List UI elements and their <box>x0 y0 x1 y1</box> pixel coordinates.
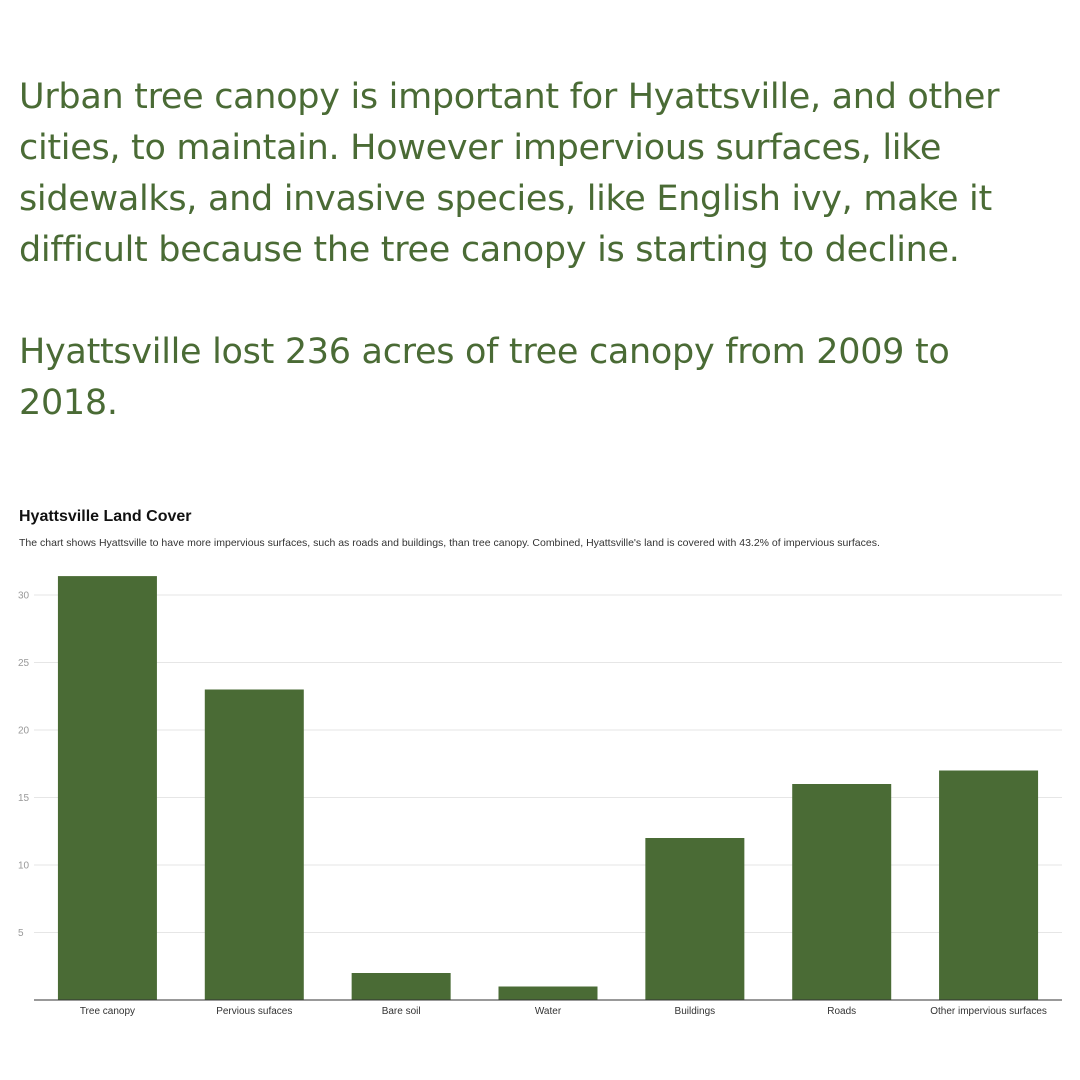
x-tick-label: Pervious sufaces <box>216 1006 292 1017</box>
x-tick-label: Roads <box>827 1006 856 1017</box>
bar-water <box>498 986 598 1000</box>
x-tick-label: Buildings <box>675 1006 716 1017</box>
y-tick-label: 10 <box>18 861 30 872</box>
x-tick-label: Bare soil <box>382 1006 421 1017</box>
bar-tree-canopy <box>57 576 157 1000</box>
x-tick-label: Tree canopy <box>80 1006 135 1017</box>
bar-bare-soil <box>351 973 451 1000</box>
intro-text: Urban tree canopy is important for Hyatt… <box>19 72 1029 480</box>
chart-subtitle: The chart shows Hyattsville to have more… <box>19 537 880 549</box>
intro-paragraph-1: Urban tree canopy is important for Hyatt… <box>19 77 1000 270</box>
y-tick-label: 25 <box>18 658 30 669</box>
chart-title: Hyattsville Land Cover <box>19 508 192 525</box>
x-tick-label: Water <box>535 1006 562 1017</box>
y-tick-label: 30 <box>18 591 30 602</box>
land-cover-bar-chart: 5 10 15 20 25 30 Tree canopy Pervious sufaces Ba… <box>18 576 1062 1017</box>
intro-paragraph-2: Hyattsville lost 236 acres of tree canop… <box>19 332 950 423</box>
bar-other-impervious-surfaces <box>939 770 1039 1000</box>
bar-roads <box>792 784 892 1000</box>
bar-pervious-sufaces <box>204 689 304 1000</box>
y-tick-label: 5 <box>18 928 24 939</box>
y-tick-label: 20 <box>18 726 30 737</box>
bar-buildings <box>645 838 745 1000</box>
x-tick-label: Other impervious surfaces <box>930 1006 1047 1017</box>
y-tick-label: 15 <box>18 793 30 804</box>
